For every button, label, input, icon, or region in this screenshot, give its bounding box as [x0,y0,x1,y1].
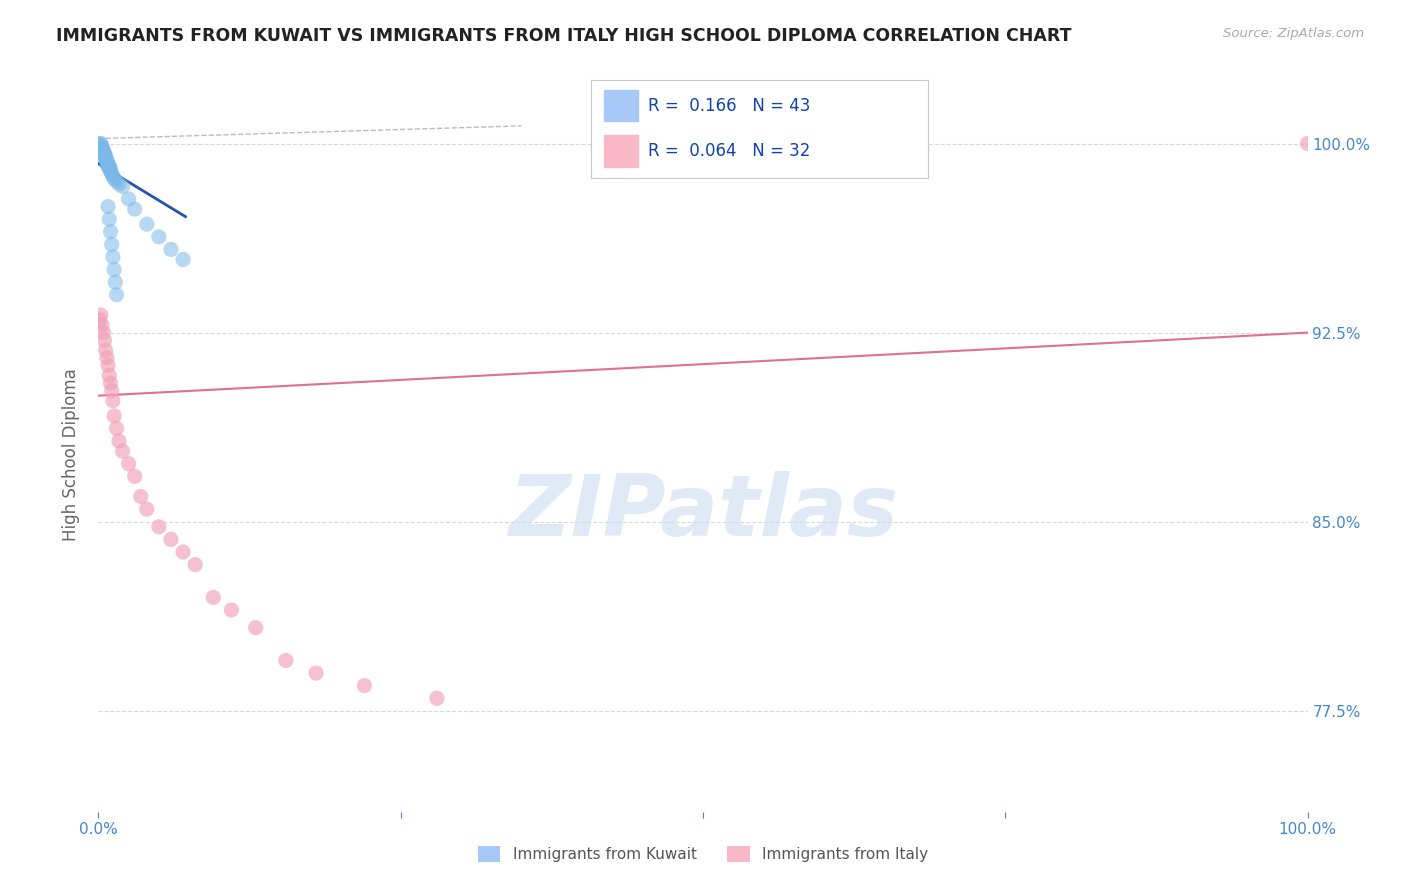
Point [160,243,183,257]
Point [108,177,131,191]
Point [91,139,114,153]
Bar [605,136,638,167]
Point [100,225,122,239]
Point [124,202,146,216]
Point [104,275,127,289]
Point [129,490,152,504]
Point [94,343,117,358]
Point [118,457,141,471]
Point [172,545,194,559]
Point [245,621,267,635]
Point [96,351,118,365]
Point [305,666,328,681]
Point [93,149,115,163]
Point [90,308,112,322]
Point [89,136,111,151]
Point [96,156,118,170]
Point [91,318,114,332]
Point [124,469,146,483]
Point [96,154,118,169]
Point [98,368,121,383]
Point [89,313,111,327]
Point [100,164,122,178]
Point [100,376,122,390]
Point [94,152,117,166]
Point [91,142,114,156]
Point [184,558,207,572]
Point [98,212,121,227]
Text: Source: ZipAtlas.com: Source: ZipAtlas.com [1223,27,1364,40]
Point [97,200,120,214]
Point [148,520,170,534]
Point [118,192,141,206]
Point [91,142,114,156]
Point [1296,136,1319,151]
Point [172,252,194,267]
Point [103,409,125,423]
Point [202,591,225,605]
Point [111,444,134,458]
Text: R =  0.064   N = 32: R = 0.064 N = 32 [648,142,810,160]
Point [94,149,117,163]
Text: R =  0.166   N = 43: R = 0.166 N = 43 [648,97,810,115]
Y-axis label: High School Diploma: High School Diploma [62,368,80,541]
Point [90,136,112,151]
Point [100,167,122,181]
Point [135,217,157,231]
Point [105,287,128,301]
Point [101,393,124,408]
Point [93,146,115,161]
Point [97,159,120,173]
Point [98,161,121,176]
Point [111,179,134,194]
Point [148,229,170,244]
Point [97,359,120,373]
Point [93,146,115,161]
Point [101,169,124,184]
Text: IMMIGRANTS FROM KUWAIT VS IMMIGRANTS FROM ITALY HIGH SCHOOL DIPLOMA CORRELATION : IMMIGRANTS FROM KUWAIT VS IMMIGRANTS FRO… [56,27,1071,45]
Bar [605,90,638,121]
Point [103,171,125,186]
Point [101,250,124,264]
Point [105,421,128,435]
Point [103,262,125,277]
Point [353,679,375,693]
Point [100,384,122,398]
Point [221,603,243,617]
Point [91,144,114,158]
Point [91,326,114,340]
Text: ZIPatlas: ZIPatlas [508,470,898,554]
Point [93,333,115,347]
Point [94,152,117,166]
Point [96,154,118,169]
Point [108,434,131,448]
Point [160,533,183,547]
Legend: Immigrants from Kuwait, Immigrants from Italy: Immigrants from Kuwait, Immigrants from … [471,840,935,868]
Point [91,144,114,158]
Point [426,691,449,706]
Point [98,159,121,173]
Point [97,156,120,170]
Point [90,139,112,153]
Point [135,502,157,516]
Point [100,161,122,176]
Point [100,237,122,252]
Point [274,653,297,667]
Point [105,174,128,188]
